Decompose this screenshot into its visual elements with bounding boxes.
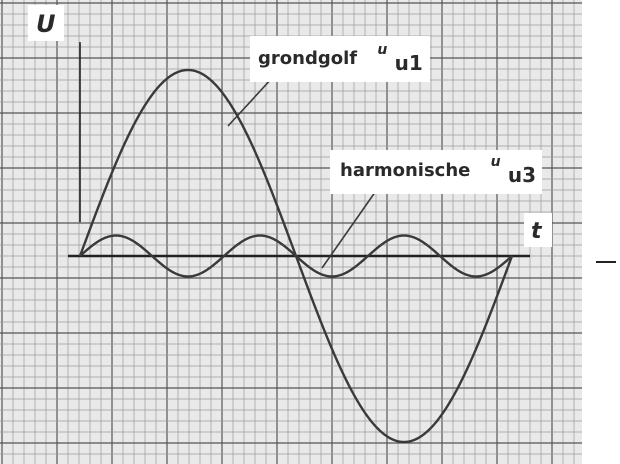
- leader-line-u1: [227, 75, 275, 127]
- series-name-u3: harmonische: [340, 160, 470, 181]
- legend-box-u1: [250, 36, 430, 82]
- legend-box-u3: [330, 150, 542, 194]
- leader-lines: [227, 75, 379, 269]
- series-subscript-u3: u3: [508, 163, 536, 187]
- series-label-u3: harmonische u u3: [340, 150, 536, 187]
- series-subscript-u1: u1: [395, 51, 423, 75]
- leader-line-u3: [321, 187, 379, 269]
- axes: [68, 42, 530, 258]
- series-name-u1: grondgolf: [258, 48, 357, 69]
- y-axis-label: U: [36, 10, 56, 38]
- ylabel-box: [28, 5, 64, 41]
- series-symbol-u3: u: [491, 154, 501, 170]
- series-line-u3: [79, 234, 513, 278]
- grid-lines: [0, 0, 582, 464]
- series-symbol-u1: u: [377, 42, 387, 58]
- curves: [78, 68, 514, 444]
- xlabel-box: [524, 213, 552, 247]
- x-axis-label: t: [531, 219, 543, 244]
- series-label-u1: grondgolf u u1: [258, 38, 423, 75]
